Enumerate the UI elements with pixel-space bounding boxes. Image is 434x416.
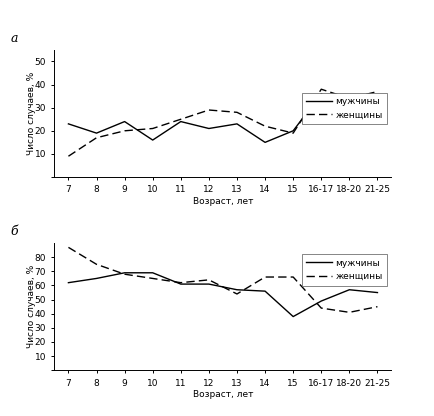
мужчины	[66, 280, 71, 285]
Line: женщины: женщины	[68, 89, 377, 156]
мужчины	[262, 140, 267, 145]
женщины	[346, 310, 351, 315]
Legend: мужчины, женщины: мужчины, женщины	[301, 93, 386, 124]
Text: а: а	[10, 32, 18, 45]
женщины	[234, 292, 239, 297]
женщины	[234, 110, 239, 115]
женщины	[122, 128, 127, 133]
Line: мужчины: мужчины	[68, 94, 377, 142]
мужчины	[94, 276, 99, 281]
мужчины	[94, 131, 99, 136]
мужчины	[66, 121, 71, 126]
мужчины	[150, 270, 155, 275]
мужчины	[374, 112, 379, 117]
мужчины	[234, 121, 239, 126]
женщины	[374, 89, 379, 94]
женщины	[66, 154, 71, 159]
мужчины	[318, 299, 323, 304]
женщины	[262, 275, 267, 280]
женщины	[122, 272, 127, 277]
мужчины	[178, 119, 183, 124]
мужчины	[206, 282, 211, 287]
мужчины	[234, 287, 239, 292]
женщины	[178, 280, 183, 285]
мужчины	[318, 92, 323, 97]
женщины	[178, 117, 183, 122]
женщины	[66, 245, 71, 250]
мужчины	[206, 126, 211, 131]
женщины	[318, 87, 323, 92]
мужчины	[178, 282, 183, 287]
женщины	[94, 262, 99, 267]
X-axis label: Возраст, лет: Возраст, лет	[192, 390, 253, 399]
женщины	[290, 275, 295, 280]
женщины	[150, 126, 155, 131]
женщины	[94, 135, 99, 140]
женщины	[290, 131, 295, 136]
женщины	[318, 306, 323, 311]
мужчины	[346, 110, 351, 115]
X-axis label: Возраст, лет: Возраст, лет	[192, 197, 253, 206]
мужчины	[346, 287, 351, 292]
мужчины	[290, 128, 295, 133]
Legend: мужчины, женщины: мужчины, женщины	[301, 254, 386, 285]
мужчины	[122, 270, 127, 275]
Y-axis label: Число случаев, %: Число случаев, %	[27, 72, 36, 155]
мужчины	[122, 119, 127, 124]
женщины	[206, 107, 211, 112]
Y-axis label: Число случаев, %: Число случаев, %	[27, 265, 36, 348]
женщины	[206, 277, 211, 282]
женщины	[150, 276, 155, 281]
мужчины	[290, 314, 295, 319]
Text: б: б	[10, 225, 18, 238]
мужчины	[374, 290, 379, 295]
женщины	[374, 304, 379, 309]
Line: женщины: женщины	[68, 248, 377, 312]
Line: мужчины: мужчины	[68, 273, 377, 317]
женщины	[262, 124, 267, 129]
женщины	[346, 96, 351, 101]
мужчины	[150, 138, 155, 143]
мужчины	[262, 289, 267, 294]
